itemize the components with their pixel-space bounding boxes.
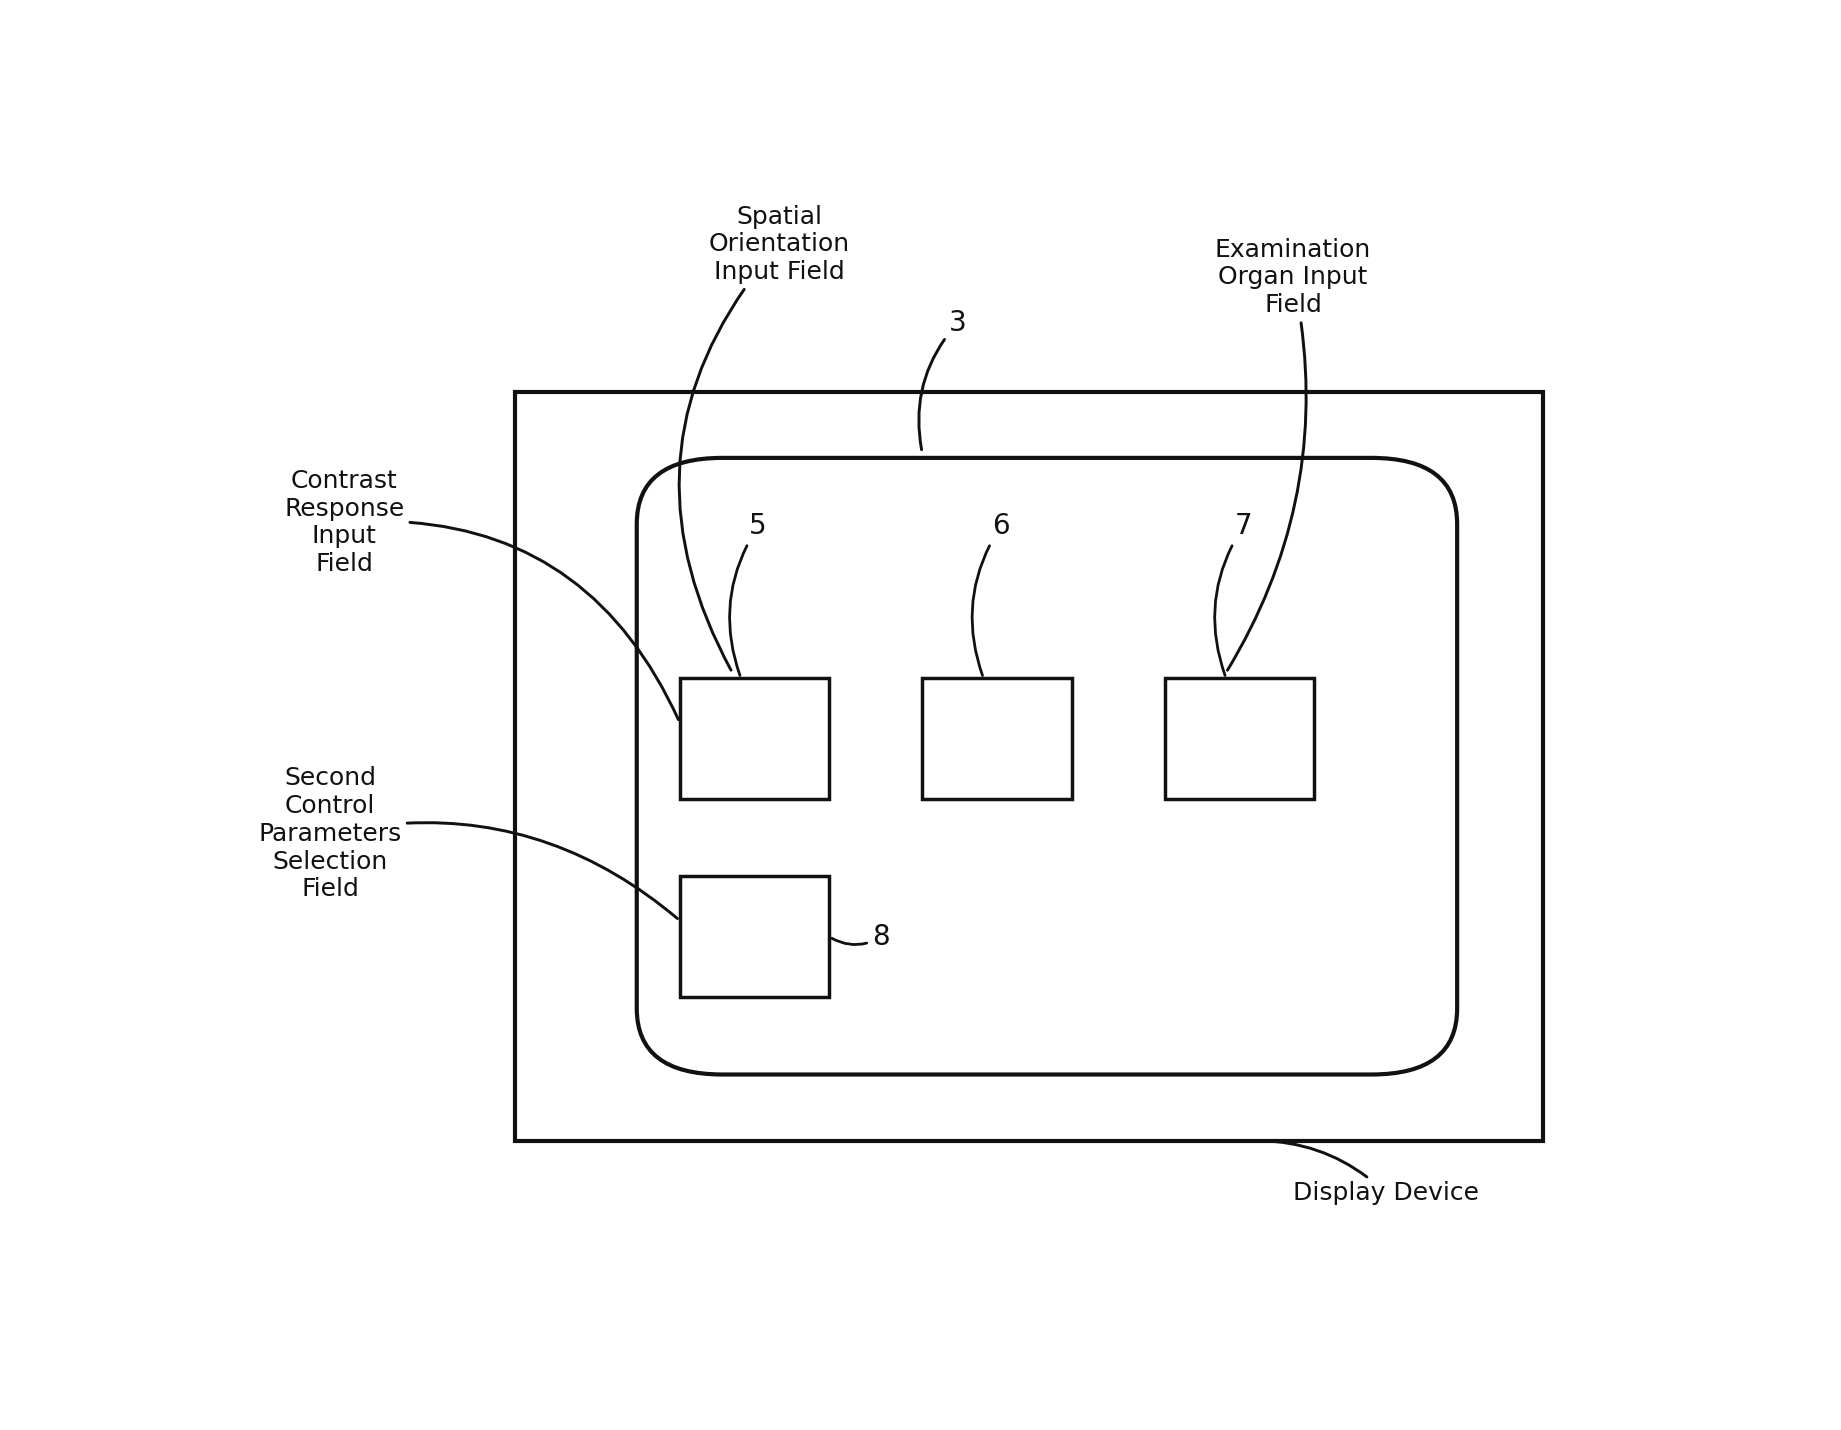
Text: Contrast
Response
Input
Field: Contrast Response Input Field	[284, 469, 679, 719]
FancyBboxPatch shape	[679, 877, 828, 998]
Text: Examination
Organ Input
Field: Examination Organ Input Field	[1215, 237, 1372, 671]
Text: 8: 8	[832, 922, 889, 951]
Text: Display Device: Display Device	[1261, 1141, 1478, 1205]
FancyBboxPatch shape	[1165, 678, 1314, 799]
FancyBboxPatch shape	[637, 458, 1456, 1074]
FancyBboxPatch shape	[515, 392, 1543, 1141]
Text: Spatial
Orientation
Input Field: Spatial Orientation Input Field	[679, 204, 851, 671]
Text: Second
Control
Parameters
Selection
Field: Second Control Parameters Selection Fiel…	[258, 766, 677, 918]
Text: 3: 3	[919, 309, 967, 449]
Text: 6: 6	[972, 512, 1009, 675]
Text: 7: 7	[1215, 512, 1252, 675]
FancyBboxPatch shape	[922, 678, 1071, 799]
FancyBboxPatch shape	[679, 678, 828, 799]
Text: 5: 5	[729, 512, 768, 675]
